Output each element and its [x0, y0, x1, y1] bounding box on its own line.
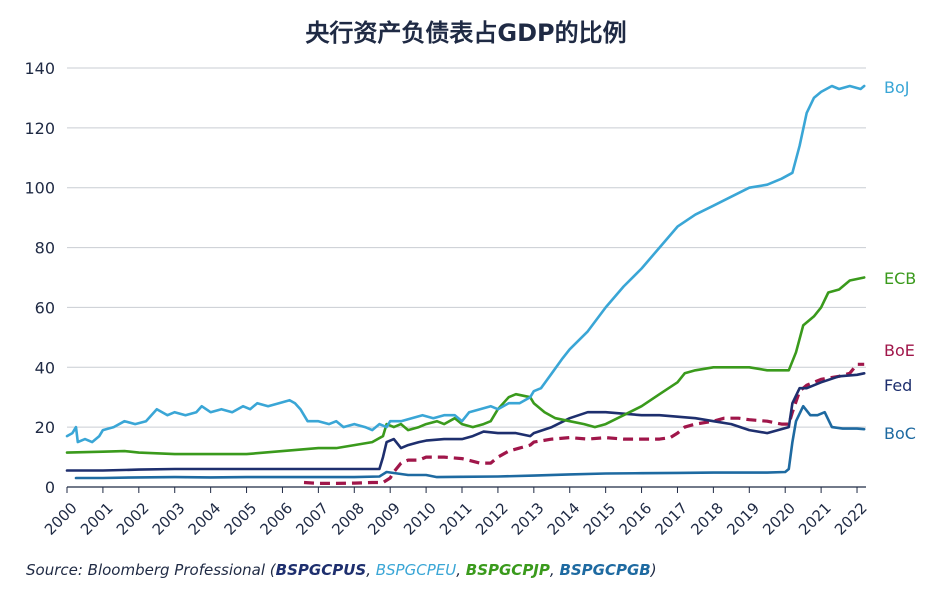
series-line-boe [303, 362, 865, 485]
x-tick-label: 2016 [616, 499, 656, 539]
source-code: BSPGCPUS [275, 561, 367, 579]
x-tick-label: 2007 [292, 499, 332, 539]
grid [67, 67, 866, 428]
x-tick-label: 2004 [185, 499, 225, 539]
axes: 0204060801001201402000200120022003200420… [24, 59, 870, 539]
x-tick-label: 2019 [723, 499, 763, 539]
series-line-boc [74, 404, 866, 480]
source-code: BSPGCPGB [559, 561, 651, 579]
source-suffix: ) [650, 561, 657, 579]
source-separator: , [549, 561, 560, 579]
series-label-boe: BoE [884, 341, 915, 360]
series-labels: BoC BoE Fed ECB BoJ [884, 78, 916, 443]
chart-title: 央行资产负债表占GDP的比例 [305, 19, 626, 47]
source-code: BSPGCPEU [375, 561, 457, 579]
x-tick-label: 2008 [328, 499, 368, 539]
x-tick-label: 2001 [77, 499, 117, 539]
x-tick-label: 2000 [41, 499, 81, 539]
x-tick-label: 2006 [256, 499, 296, 539]
x-tick-label: 2018 [687, 499, 727, 539]
x-tick-label: 2009 [364, 499, 404, 539]
x-tick-label: 2021 [795, 499, 835, 539]
series-lines [65, 84, 866, 485]
series-label-boj: BoJ [884, 78, 909, 97]
y-tick-label: 0 [45, 478, 55, 497]
y-tick-label: 100 [24, 179, 55, 198]
x-tick-label: 2022 [831, 499, 871, 539]
series-line-fed [65, 372, 866, 472]
series-line-ecb [65, 276, 866, 456]
x-tick-label: 2017 [651, 499, 691, 539]
y-tick-label: 140 [24, 59, 55, 78]
y-tick-label: 40 [35, 358, 55, 377]
y-tick-label: 20 [35, 418, 55, 437]
x-tick-label: 2013 [508, 499, 548, 539]
series-label-boc: BoC [884, 424, 916, 443]
source-separator: , [366, 561, 376, 579]
source-note: Source: Bloomberg Professional (BSPGCPUS… [26, 561, 657, 579]
x-tick-label: 2014 [544, 499, 584, 539]
x-tick-label: 2015 [580, 499, 620, 539]
x-tick-label: 2005 [221, 499, 261, 539]
y-tick-label: 80 [35, 239, 55, 258]
series-line-boj [65, 84, 866, 444]
x-tick-label: 2011 [436, 499, 476, 539]
series-label-fed: Fed [884, 376, 912, 395]
y-tick-label: 60 [35, 298, 55, 317]
source-code: BSPGCPJP [465, 561, 550, 579]
source-separator: , [456, 561, 466, 579]
series-label-ecb: ECB [884, 269, 916, 288]
x-tick-label: 2002 [113, 499, 153, 539]
y-tick-label: 120 [24, 119, 55, 138]
x-tick-label: 2020 [759, 499, 799, 539]
source-prefix: Source: Bloomberg Professional ( [26, 561, 276, 579]
x-tick-label: 2003 [149, 499, 189, 539]
x-tick-label: 2010 [400, 499, 440, 539]
x-tick-label: 2012 [472, 499, 512, 539]
